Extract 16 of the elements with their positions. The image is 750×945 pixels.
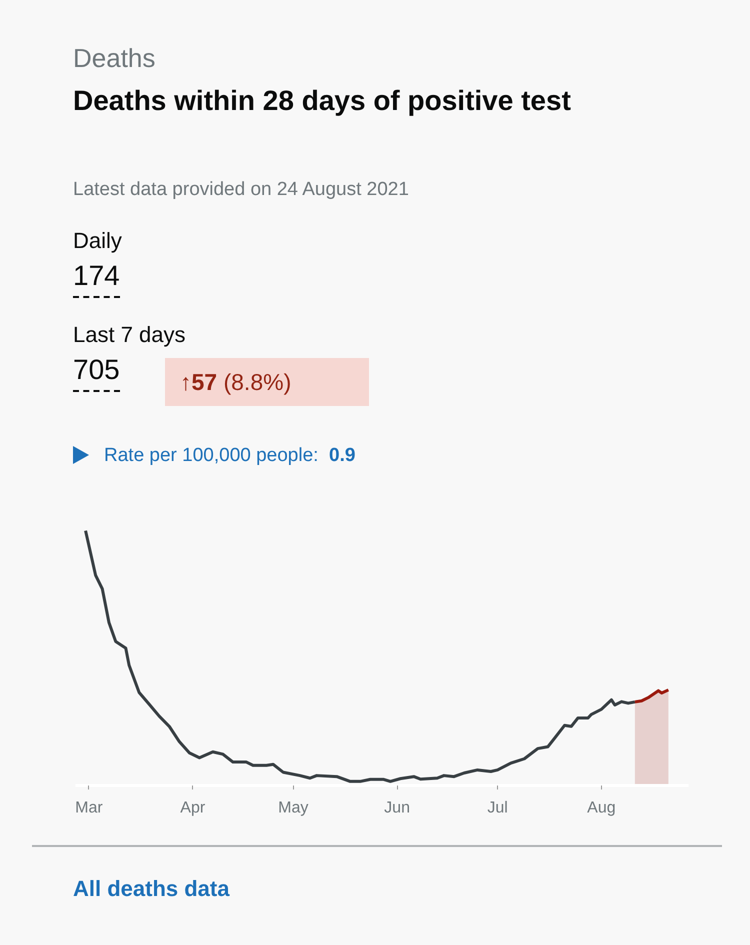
x-tick-label: Mar (75, 800, 104, 816)
x-tick-label: May (278, 800, 308, 816)
text: Daily (73, 227, 122, 255)
text: Rate per 100,000 people: 0.9 (104, 444, 356, 468)
x-tick-label: Jul (487, 800, 508, 816)
x-tick-label: Aug (587, 800, 616, 816)
text: Last 7 days (73, 321, 186, 349)
text: 174 (73, 256, 120, 298)
chart-subtitle: Latest data provided on 24 August 2021 (73, 178, 409, 202)
text: Deaths (73, 42, 156, 75)
chart-title: Deaths within 28 days of positive test (73, 84, 572, 118)
text: 705 (73, 350, 120, 392)
x-tick-label: Apr (180, 800, 206, 816)
text: All deaths data (73, 875, 230, 903)
text: ↑57 (8.8%) (180, 368, 292, 397)
x-tick-label: Jun (384, 800, 410, 816)
